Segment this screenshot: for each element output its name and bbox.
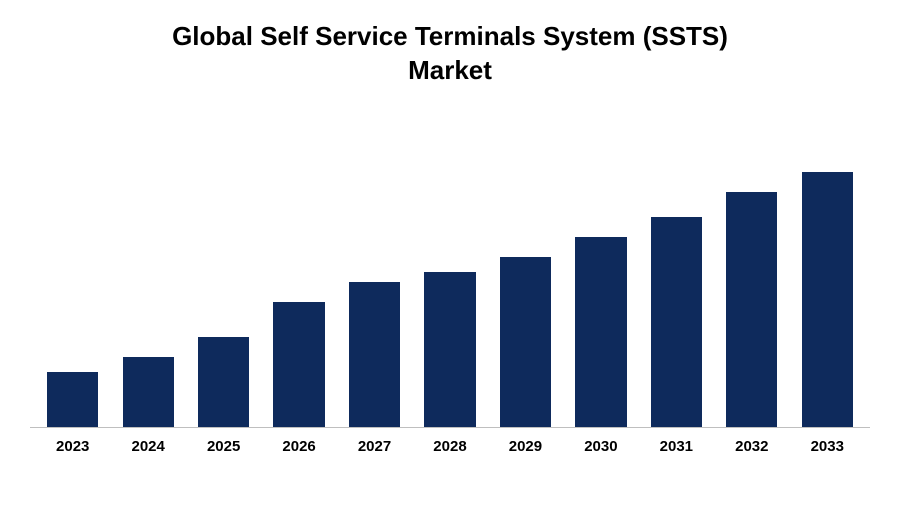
bar bbox=[47, 372, 98, 427]
bar-wrapper bbox=[337, 128, 412, 427]
bar bbox=[500, 257, 551, 426]
bars-group bbox=[30, 128, 870, 427]
bar bbox=[424, 272, 475, 426]
bar-wrapper bbox=[488, 128, 563, 427]
bar-wrapper bbox=[639, 128, 714, 427]
bar-wrapper bbox=[186, 128, 261, 427]
chart-container: 2023202420252026202720282029203020312032… bbox=[30, 128, 870, 468]
title-line-1: Global Self Service Terminals System (SS… bbox=[30, 20, 870, 54]
x-axis-label: 2023 bbox=[35, 438, 110, 455]
x-axis-label: 2033 bbox=[790, 438, 865, 455]
bar bbox=[726, 192, 777, 426]
bar-wrapper bbox=[110, 128, 185, 427]
bar-wrapper bbox=[563, 128, 638, 427]
bar bbox=[198, 337, 249, 427]
bar bbox=[802, 172, 853, 426]
chart-title: Global Self Service Terminals System (SS… bbox=[30, 20, 870, 88]
x-axis-label: 2025 bbox=[186, 438, 261, 455]
bar-wrapper bbox=[790, 128, 865, 427]
x-axis-label: 2027 bbox=[337, 438, 412, 455]
bar-wrapper bbox=[412, 128, 487, 427]
x-axis-label: 2028 bbox=[412, 438, 487, 455]
bar-wrapper bbox=[714, 128, 789, 427]
bar-wrapper bbox=[261, 128, 336, 427]
bar bbox=[575, 237, 626, 426]
x-axis-label: 2026 bbox=[261, 438, 336, 455]
bar bbox=[123, 357, 174, 427]
plot-area bbox=[30, 128, 870, 428]
bar-wrapper bbox=[35, 128, 110, 427]
bar bbox=[349, 282, 400, 427]
title-line-2: Market bbox=[30, 54, 870, 88]
x-axis-labels: 2023202420252026202720282029203020312032… bbox=[30, 428, 870, 455]
x-axis-label: 2031 bbox=[639, 438, 714, 455]
x-axis-label: 2030 bbox=[563, 438, 638, 455]
bar bbox=[651, 217, 702, 426]
x-axis-label: 2024 bbox=[110, 438, 185, 455]
x-axis-label: 2032 bbox=[714, 438, 789, 455]
x-axis-label: 2029 bbox=[488, 438, 563, 455]
bar bbox=[273, 302, 324, 427]
